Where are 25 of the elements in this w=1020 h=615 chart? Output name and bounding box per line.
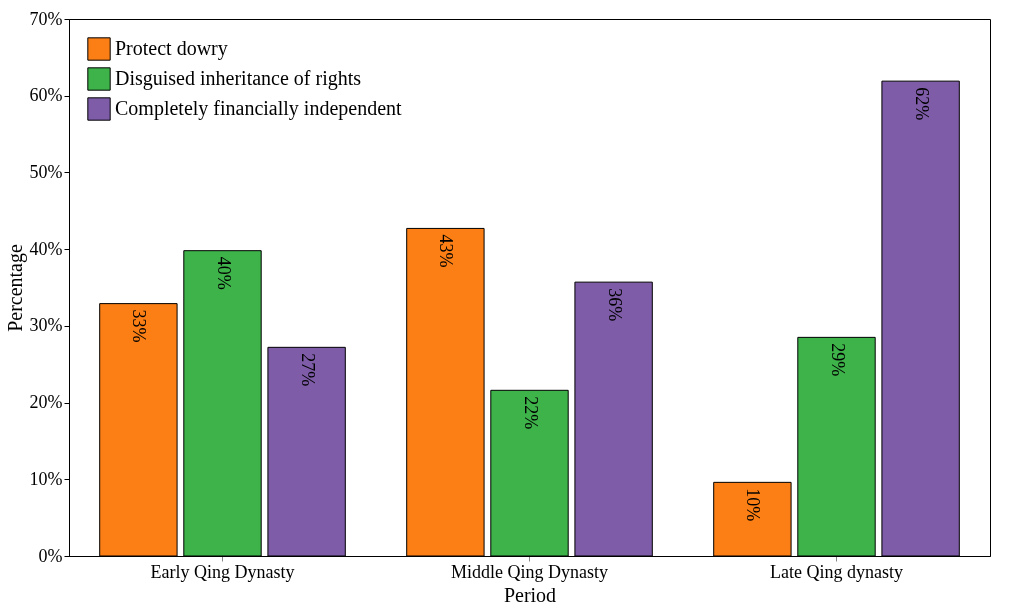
y-tick-label: 30%	[29, 315, 63, 336]
y-tick-label: 60%	[29, 85, 63, 106]
x-tick-label: Early Qing Dynasty	[150, 561, 295, 582]
data-label: 40%	[213, 256, 234, 290]
x-tick-label: Middle Qing Dynasty	[451, 561, 608, 582]
y-tick-label: 40%	[29, 238, 63, 259]
y-tick-label: 70%	[29, 8, 63, 29]
data-label: 43%	[436, 234, 457, 268]
y-tick-label: 20%	[29, 392, 63, 413]
data-label: 29%	[827, 343, 848, 377]
data-label: 10%	[743, 488, 764, 522]
data-label: 62%	[911, 87, 932, 121]
y-axis-title: Percentage	[3, 244, 27, 332]
data-label: 27%	[297, 353, 318, 387]
x-tick-label: Late Qing dynasty	[770, 561, 903, 582]
legend-label: Protect dowry	[115, 37, 228, 60]
data-label: 22%	[520, 396, 541, 430]
data-label: 36%	[604, 288, 625, 322]
data-label: 33%	[129, 309, 150, 343]
x-axis-title: Period	[503, 583, 557, 606]
legend-label: Completely financially independent	[115, 97, 403, 120]
y-tick-label: 50%	[29, 161, 63, 182]
y-tick-label: 10%	[29, 468, 63, 489]
legend-label: Disguised inheritance of rights	[115, 67, 362, 90]
y-tick-label: 0%	[38, 545, 63, 566]
